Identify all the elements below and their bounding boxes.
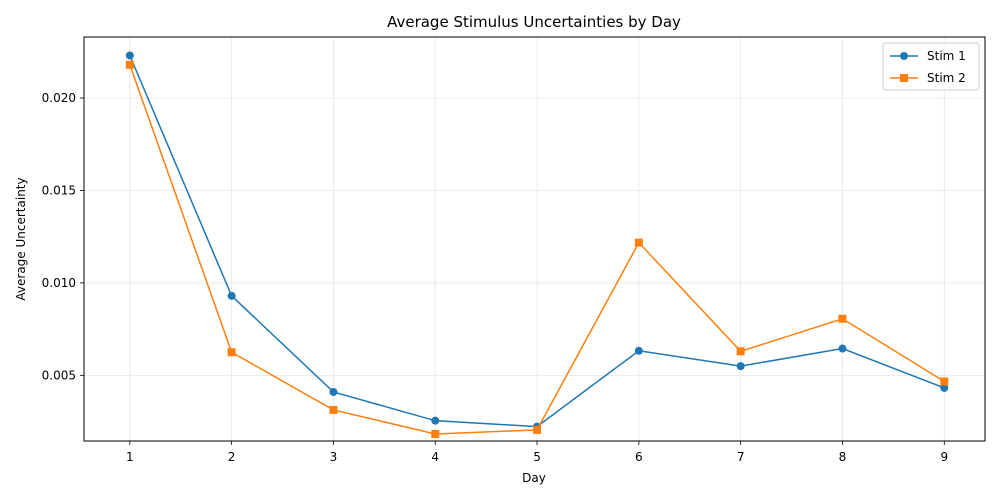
data-point-stim-2 bbox=[533, 425, 542, 434]
legend-marker-stim-2 bbox=[900, 74, 908, 82]
y-axis-label: Average Uncertainty bbox=[14, 177, 28, 300]
x-tick-label: 5 bbox=[533, 450, 541, 464]
data-point-stim-2 bbox=[838, 314, 847, 323]
plot-frame bbox=[83, 36, 986, 442]
data-point-stim-1 bbox=[736, 362, 745, 371]
axis-ticks: 1 2 3 4 5 6 7 8 9 0.005 0.010 0.015 0.020 bbox=[42, 91, 948, 464]
data-point-stim-2 bbox=[736, 347, 745, 356]
x-tick-label: 7 bbox=[737, 450, 745, 464]
x-tick-label: 1 bbox=[126, 450, 134, 464]
data-point-stim-1 bbox=[838, 344, 847, 353]
legend-marker-stim-1 bbox=[900, 52, 908, 60]
y-tick-label: 0.010 bbox=[42, 276, 76, 290]
data-point-stim-2 bbox=[329, 405, 338, 414]
data-point-stim-1 bbox=[431, 416, 440, 425]
y-tick-label: 0.015 bbox=[42, 183, 76, 197]
x-tick-label: 9 bbox=[940, 450, 948, 464]
legend-label-stim-1: Stim 1 bbox=[927, 49, 966, 63]
y-tick-label: 0.020 bbox=[42, 91, 76, 105]
data-point-stim-1 bbox=[329, 388, 338, 397]
data-point-stim-1 bbox=[634, 346, 643, 355]
data-point-stim-1 bbox=[940, 383, 949, 392]
data-point-stim-2 bbox=[634, 238, 643, 247]
data-point-stim-1 bbox=[227, 291, 236, 300]
x-tick-label: 8 bbox=[839, 450, 847, 464]
data-point-stim-2 bbox=[125, 60, 134, 69]
x-tick-label: 3 bbox=[330, 450, 338, 464]
series-group bbox=[125, 51, 949, 438]
x-tick-label: 6 bbox=[635, 450, 643, 464]
legend: Stim 1 Stim 2 bbox=[882, 42, 980, 91]
legend-label-stim-2: Stim 2 bbox=[927, 71, 966, 85]
y-tick-label: 0.005 bbox=[42, 368, 76, 382]
data-point-stim-2 bbox=[227, 348, 236, 357]
data-point-stim-2 bbox=[940, 377, 949, 386]
data-point-stim-2 bbox=[431, 429, 440, 438]
data-point-stim-1 bbox=[125, 51, 134, 60]
x-axis-label: Day bbox=[522, 471, 546, 485]
grid bbox=[84, 37, 985, 441]
x-tick-label: 2 bbox=[228, 450, 236, 464]
x-tick-label: 4 bbox=[431, 450, 439, 464]
chart-title: Average Stimulus Uncertainties by Day bbox=[387, 13, 681, 31]
